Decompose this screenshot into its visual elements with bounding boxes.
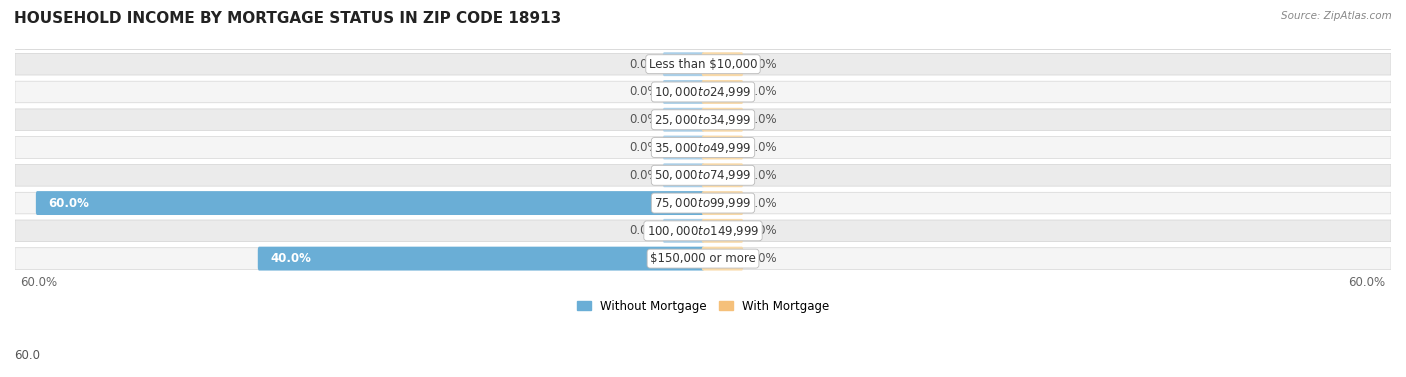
Text: 0.0%: 0.0%: [748, 86, 778, 98]
Text: Less than $10,000: Less than $10,000: [648, 58, 758, 71]
Text: 40.0%: 40.0%: [270, 252, 311, 265]
Legend: Without Mortgage, With Mortgage: Without Mortgage, With Mortgage: [572, 295, 834, 317]
Text: 0.0%: 0.0%: [748, 141, 778, 154]
Text: 0.0%: 0.0%: [748, 252, 778, 265]
Text: 0.0%: 0.0%: [748, 224, 778, 238]
FancyBboxPatch shape: [702, 219, 744, 243]
Text: 0.0%: 0.0%: [628, 169, 658, 182]
Text: $50,000 to $74,999: $50,000 to $74,999: [654, 168, 752, 182]
FancyBboxPatch shape: [15, 192, 1391, 214]
FancyBboxPatch shape: [702, 191, 744, 215]
FancyBboxPatch shape: [15, 164, 1391, 186]
Text: 60.0%: 60.0%: [1348, 276, 1385, 289]
FancyBboxPatch shape: [702, 80, 744, 104]
FancyBboxPatch shape: [662, 163, 704, 187]
Text: 0.0%: 0.0%: [628, 113, 658, 126]
Text: HOUSEHOLD INCOME BY MORTGAGE STATUS IN ZIP CODE 18913: HOUSEHOLD INCOME BY MORTGAGE STATUS IN Z…: [14, 11, 561, 26]
Text: Source: ZipAtlas.com: Source: ZipAtlas.com: [1281, 11, 1392, 21]
FancyBboxPatch shape: [15, 81, 1391, 103]
Text: 0.0%: 0.0%: [628, 58, 658, 71]
Text: $35,000 to $49,999: $35,000 to $49,999: [654, 141, 752, 155]
Text: $25,000 to $34,999: $25,000 to $34,999: [654, 113, 752, 127]
FancyBboxPatch shape: [702, 136, 744, 159]
FancyBboxPatch shape: [15, 220, 1391, 242]
FancyBboxPatch shape: [662, 80, 704, 104]
Text: 0.0%: 0.0%: [748, 113, 778, 126]
FancyBboxPatch shape: [702, 247, 744, 271]
FancyBboxPatch shape: [662, 52, 704, 76]
Text: 0.0%: 0.0%: [748, 196, 778, 210]
Text: 60.0%: 60.0%: [21, 276, 58, 289]
Text: 0.0%: 0.0%: [748, 169, 778, 182]
Text: 0.0%: 0.0%: [628, 86, 658, 98]
Text: 0.0%: 0.0%: [748, 58, 778, 71]
FancyBboxPatch shape: [662, 136, 704, 159]
Text: $10,000 to $24,999: $10,000 to $24,999: [654, 85, 752, 99]
FancyBboxPatch shape: [15, 248, 1391, 270]
Text: 0.0%: 0.0%: [628, 224, 658, 238]
Text: $150,000 or more: $150,000 or more: [650, 252, 756, 265]
Text: 0.0%: 0.0%: [628, 141, 658, 154]
Text: 60.0: 60.0: [14, 349, 39, 362]
FancyBboxPatch shape: [662, 108, 704, 132]
FancyBboxPatch shape: [37, 191, 704, 215]
FancyBboxPatch shape: [702, 108, 744, 132]
FancyBboxPatch shape: [15, 109, 1391, 130]
FancyBboxPatch shape: [662, 219, 704, 243]
FancyBboxPatch shape: [257, 247, 704, 271]
FancyBboxPatch shape: [702, 163, 744, 187]
FancyBboxPatch shape: [702, 52, 744, 76]
FancyBboxPatch shape: [15, 54, 1391, 75]
FancyBboxPatch shape: [15, 137, 1391, 158]
Text: $75,000 to $99,999: $75,000 to $99,999: [654, 196, 752, 210]
Text: 60.0%: 60.0%: [48, 196, 89, 210]
Text: $100,000 to $149,999: $100,000 to $149,999: [647, 224, 759, 238]
